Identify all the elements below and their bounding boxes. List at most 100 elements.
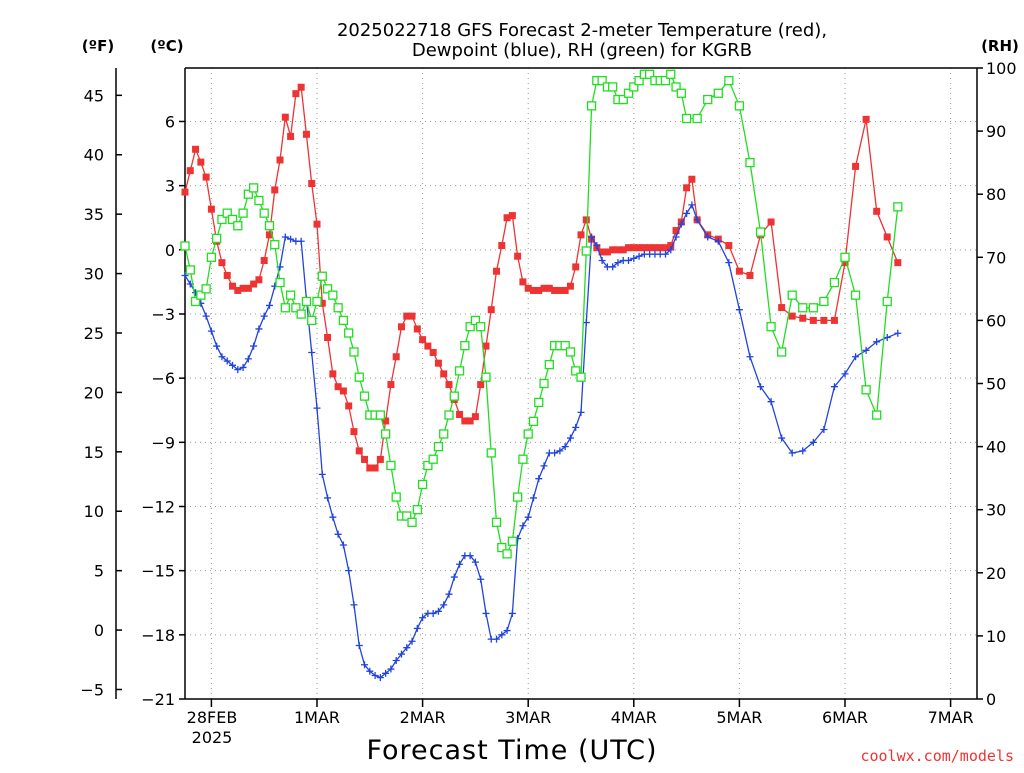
series-line-dewpoint [184, 203, 899, 679]
dewpoint-point [704, 233, 712, 241]
temperature-point [477, 381, 485, 389]
rh-point [528, 416, 539, 427]
temperature-point [461, 417, 469, 425]
dewpoint-point [852, 353, 860, 361]
rh-point [523, 429, 533, 439]
rh-tick-label: 20 [986, 564, 1006, 583]
temperature-point [482, 342, 490, 350]
unit-label-rh: (RH) [981, 37, 1019, 55]
temperature-point [186, 167, 194, 175]
x-tick-label: 28FEB [187, 708, 238, 727]
temperature-point [239, 284, 247, 292]
temperature-point [197, 158, 205, 166]
dewpoint-point [788, 449, 796, 457]
temperature-point [408, 312, 416, 320]
dewpoint-point [503, 627, 511, 635]
rh-point [333, 303, 343, 313]
temperature-point [508, 212, 516, 220]
dewpoint-point [471, 558, 479, 566]
rh-point [301, 296, 312, 307]
temperature-point [229, 282, 237, 290]
fahrenheit-tick-label: 40 [84, 146, 104, 165]
rh-point [766, 322, 776, 332]
rh-point [571, 366, 581, 376]
celsius-tick-label: −3 [151, 305, 175, 324]
dewpoint-point [392, 656, 400, 664]
dewpoint-point [735, 306, 743, 314]
dewpoint-point [223, 357, 231, 365]
dewpoint-point [297, 237, 305, 245]
temperature-point [471, 413, 479, 421]
celsius-tick-label: −6 [151, 369, 175, 388]
dewpoint-point [434, 607, 442, 615]
dewpoint-point [376, 674, 384, 682]
temperature-point [883, 233, 891, 241]
dewpoint-point [339, 541, 347, 549]
temperature-point [598, 248, 606, 256]
rh-point [423, 460, 433, 471]
rh-point [465, 322, 475, 332]
rh-point [275, 277, 285, 288]
temperature-point [207, 205, 215, 213]
temperature-point [540, 284, 548, 292]
temperature-point [218, 259, 226, 267]
rh-point [840, 252, 850, 262]
temperature-point [640, 244, 648, 252]
temperature-point [324, 334, 332, 342]
temperature-point [672, 227, 680, 235]
dewpoint-point [239, 363, 247, 371]
dewpoint-point [561, 443, 569, 451]
rh-point [872, 410, 882, 420]
rh-point [798, 303, 808, 313]
rh-point [312, 296, 322, 307]
rh-point [444, 410, 454, 420]
rh-point [307, 315, 317, 326]
rh-point [380, 429, 391, 439]
dewpoint-point [830, 383, 838, 391]
dewpoint-point [630, 254, 638, 262]
temperature-point [524, 284, 532, 292]
rh-point [349, 347, 359, 357]
temperature-point [387, 381, 395, 389]
fahrenheit-tick-label: 5 [94, 562, 104, 581]
temperature-point [397, 323, 405, 331]
temperature-point [862, 115, 870, 123]
rh-point [433, 441, 444, 452]
dewpoint-point [677, 220, 685, 228]
rh-point [692, 113, 702, 124]
dewpoint-point [281, 233, 289, 241]
dewpoint-point [429, 609, 437, 617]
temperature-point [688, 175, 696, 183]
rh-point [328, 290, 338, 300]
dewpoint-point [255, 325, 263, 333]
fahrenheit-tick-label: −5 [80, 680, 104, 699]
dewpoint-point [318, 470, 326, 478]
rh-point [296, 309, 306, 319]
temperature-point [551, 286, 559, 294]
temperature-point [493, 267, 501, 275]
rh-tick-label: 90 [986, 122, 1006, 141]
dewpoint-point [229, 361, 237, 369]
dewpoint-point [778, 434, 786, 442]
fahrenheit-tick-label: 35 [84, 205, 104, 224]
rh-tick-label: 100 [986, 59, 1017, 78]
temperature-point [466, 417, 474, 425]
rh-tick-label: 30 [986, 501, 1006, 520]
rh-point [629, 82, 639, 92]
dewpoint-point [508, 609, 516, 617]
dewpoint-point [566, 434, 574, 442]
dewpoint-point [482, 609, 490, 617]
rh-point [317, 271, 327, 281]
temperature-point [487, 306, 495, 314]
celsius-tick-label: −18 [141, 626, 175, 645]
y-axis-rh-ticks: 0 10 20 30 40 50 60 70 80 90 100 [977, 59, 1017, 709]
temperature-point [535, 286, 543, 294]
dewpoint-point [371, 671, 379, 679]
temperature-point [192, 145, 200, 153]
celsius-tick-label: 0 [165, 241, 175, 260]
dewpoint-point [387, 665, 395, 673]
rh-point [776, 347, 787, 357]
temperature-point [651, 244, 659, 252]
dewpoint-point [313, 404, 321, 412]
temperature-point [577, 231, 585, 239]
